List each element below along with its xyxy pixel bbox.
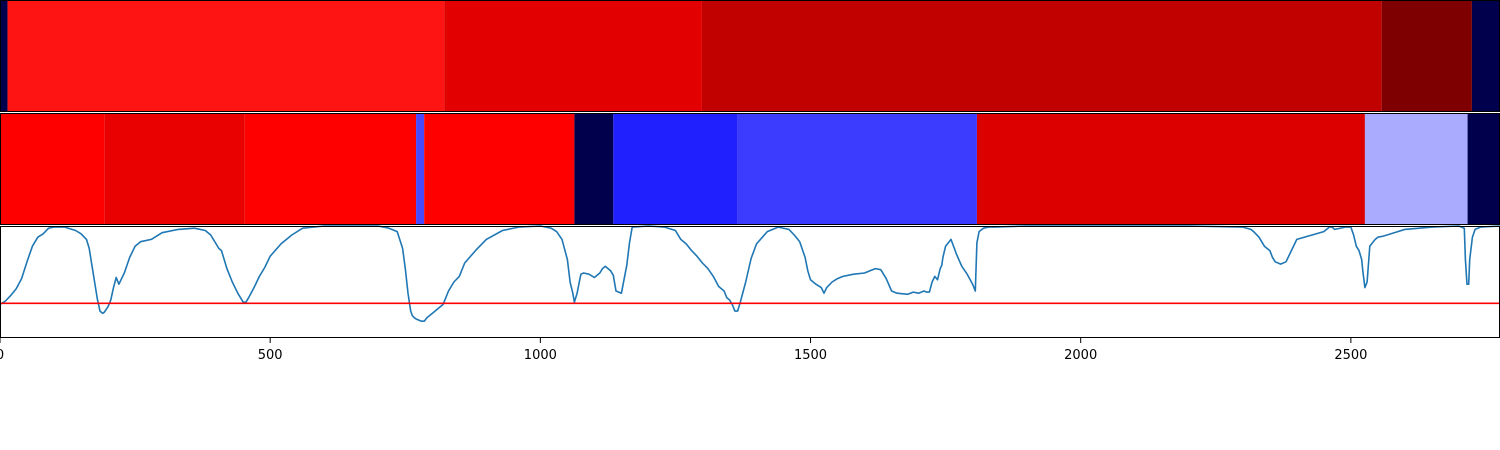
strip-segment-8 — [976, 113, 1365, 225]
x-tick-label-0: 0 — [0, 348, 4, 363]
strip-segment-3 — [701, 0, 1382, 112]
top-color-strip — [0, 0, 1500, 112]
strip-segment-6 — [613, 113, 738, 225]
series-line — [0, 225, 1500, 322]
strip-segment-9 — [1364, 113, 1468, 225]
plot-background — [0, 226, 1500, 338]
strip-segment-5 — [1471, 0, 1500, 112]
strip-segment-3 — [416, 113, 425, 225]
strip-segment-4 — [424, 113, 575, 225]
line-plot-panel — [0, 225, 1500, 338]
strip-segment-2 — [244, 113, 417, 225]
strip-segment-2 — [444, 0, 702, 112]
strip-segment-4 — [1381, 0, 1472, 112]
strip-segment-7 — [737, 113, 977, 225]
strip-segment-10 — [1467, 113, 1500, 225]
strip-segment-0 — [0, 0, 8, 112]
x-tick-label-2: 1000 — [524, 348, 557, 363]
strip-segment-5 — [574, 113, 614, 225]
x-axis: 0 500 1000 1500 2000 2500 — [0, 338, 1367, 363]
strip-segment-0 — [0, 113, 105, 225]
middle-color-strip — [0, 113, 1500, 225]
x-tick-label-1: 500 — [258, 348, 283, 363]
x-tick-label-4: 2000 — [1064, 348, 1097, 363]
strip-segment-1 — [7, 0, 445, 112]
x-tick-label-5: 2500 — [1334, 348, 1367, 363]
x-tick-label-3: 1500 — [794, 348, 827, 363]
strip-segment-1 — [104, 113, 245, 225]
